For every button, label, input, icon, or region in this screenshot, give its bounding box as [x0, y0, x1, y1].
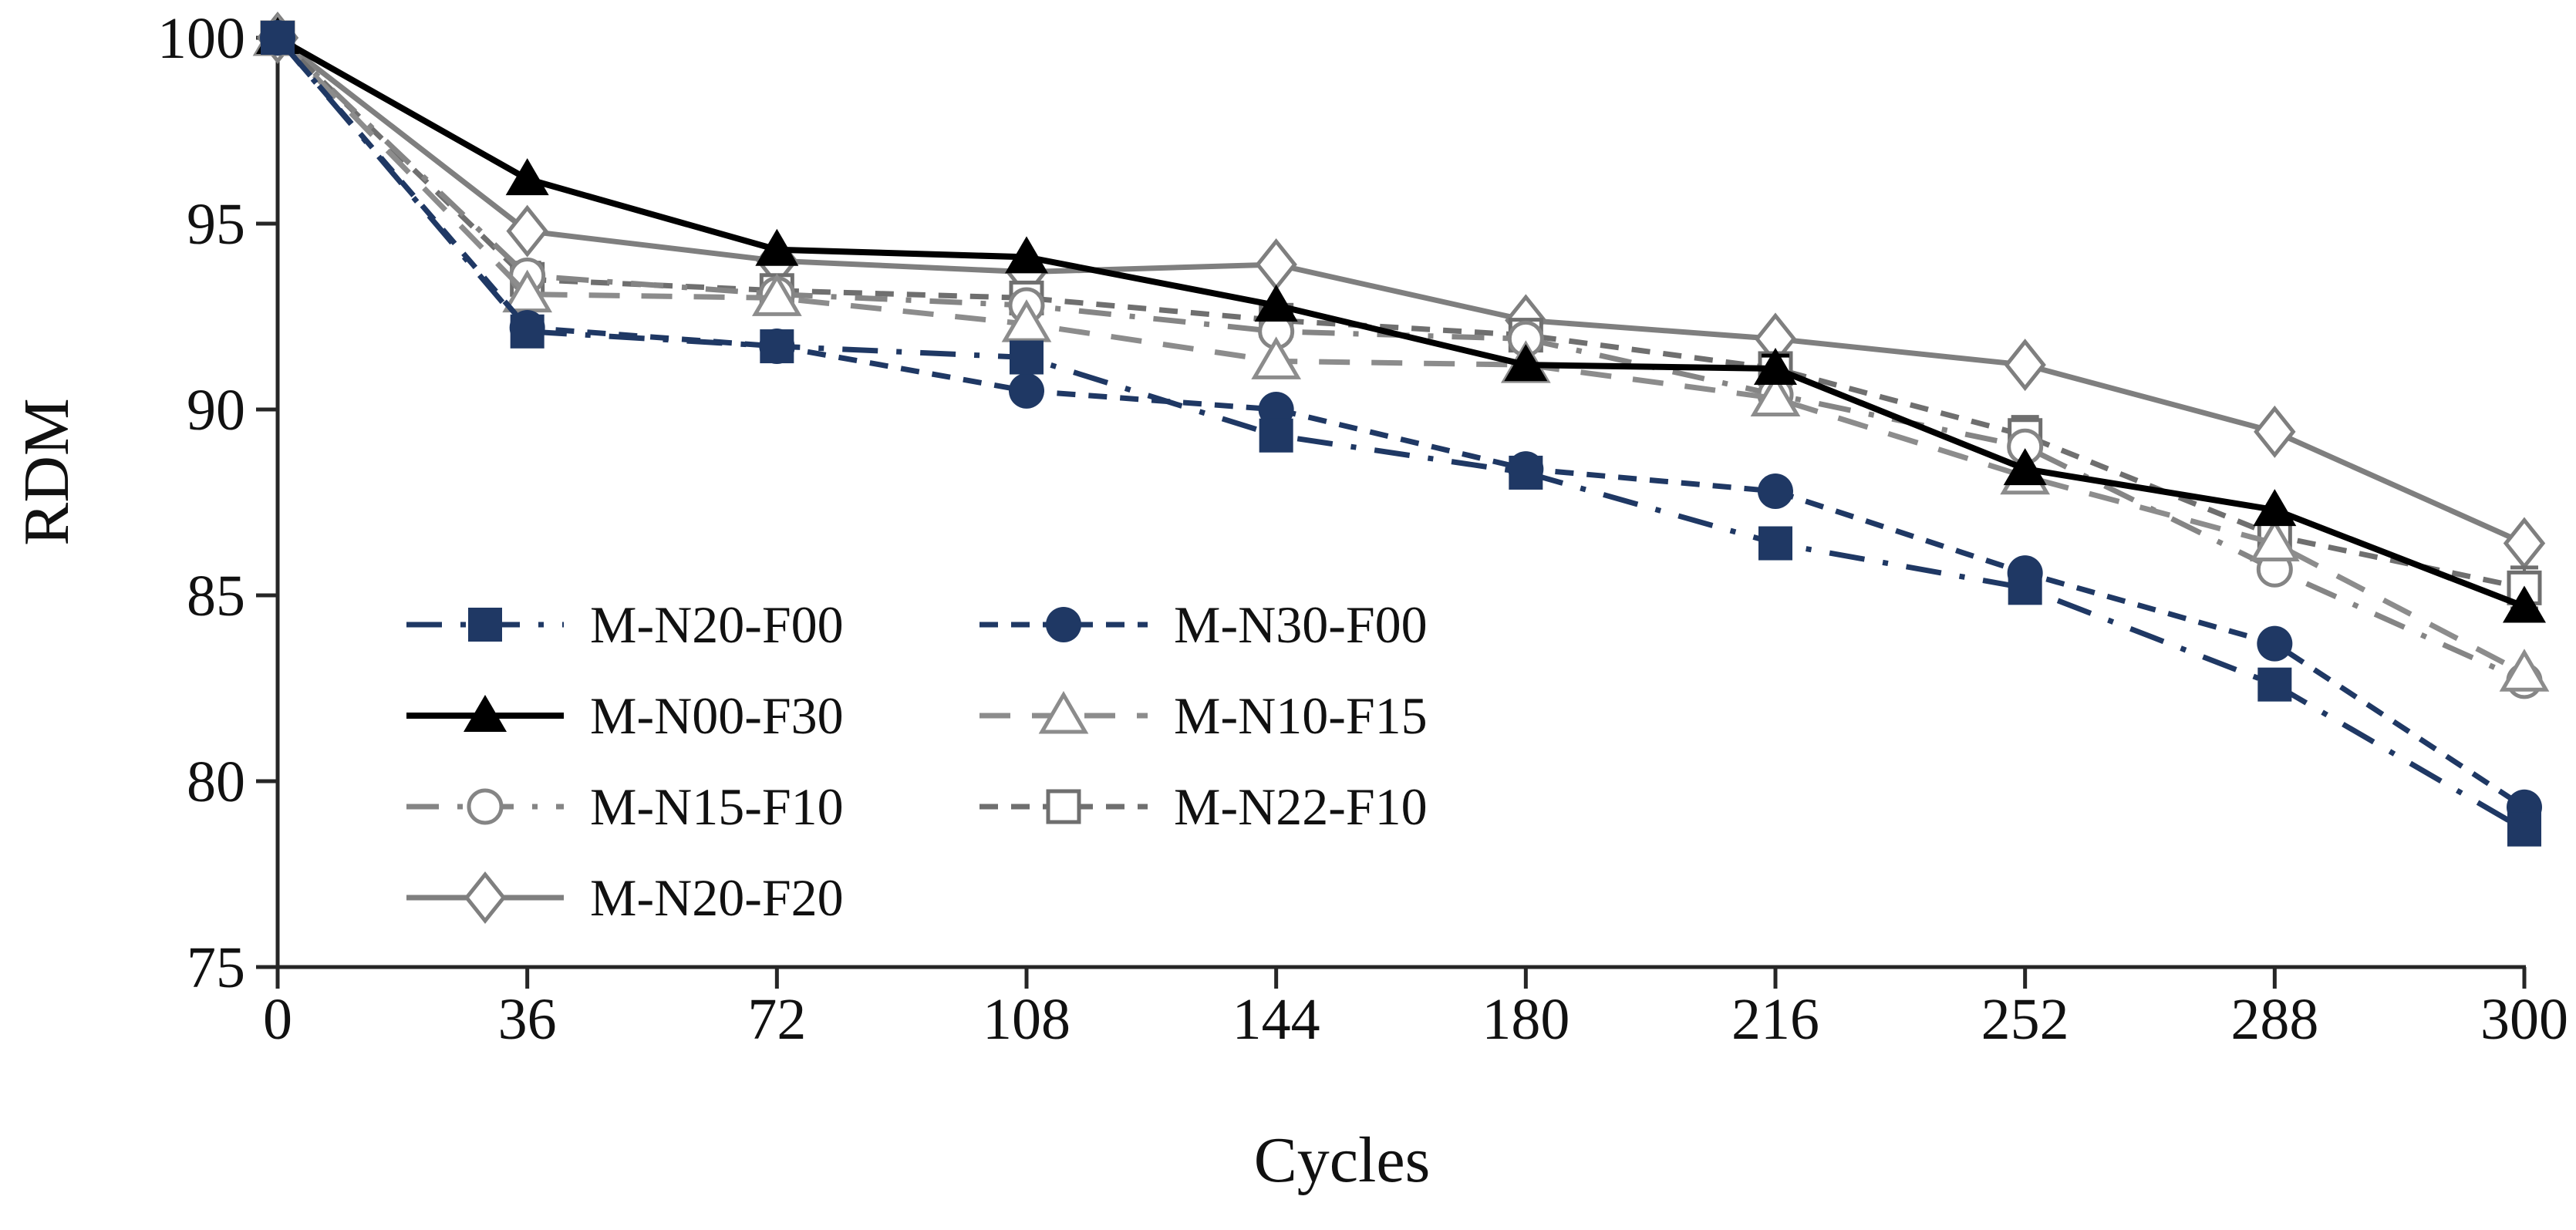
legend-label-M-N20-F00: M-N20-F00 [590, 595, 844, 654]
series-M-N20-F00 [261, 21, 2541, 847]
data-point-marker [2503, 585, 2546, 623]
y-tick-label-85: 85 [187, 564, 245, 628]
x-tick-label-180: 180 [1482, 987, 1570, 1052]
data-point-marker [1046, 607, 1081, 642]
y-tick-label-100: 100 [157, 6, 245, 71]
legend-label-M-N20-F20: M-N20-F20 [590, 868, 844, 927]
legend-item-M-N15-F10: M-N15-F10 [406, 777, 844, 836]
legend-label-M-N15-F10: M-N15-F10 [590, 777, 844, 836]
data-point-marker [510, 314, 545, 349]
series-line-M-N15-F10 [275, 35, 2526, 684]
legend-item-M-N30-F00: M-N30-F00 [979, 595, 1428, 654]
series-line-M-N30-F00 [275, 35, 2526, 810]
data-point-marker [2004, 339, 2046, 392]
data-point-marker [1758, 473, 1793, 510]
data-point-marker [2257, 667, 2292, 702]
legend-label-M-N30-F00: M-N30-F00 [1174, 595, 1428, 654]
x-tick-label-216: 216 [1731, 987, 1819, 1052]
x-tick-label-0: 0 [263, 987, 292, 1052]
legend-item-M-N20-F20: M-N20-F20 [406, 868, 844, 927]
legend: M-N20-F00 M-N30-F00 M-N00-F30 M-N10-F15 M-N1… [406, 595, 1428, 927]
data-point-marker [2253, 489, 2297, 527]
series-line-M-N20-F00 [275, 35, 2526, 832]
series-M-N20-F20 [256, 11, 2546, 570]
data-point-marker [2249, 518, 2300, 562]
x-tick-label-252: 252 [1981, 987, 2069, 1052]
data-point-marker [760, 329, 794, 364]
data-point-marker [1504, 344, 1548, 382]
data-point-marker [2499, 649, 2550, 692]
data-point-marker [1038, 691, 1089, 734]
data-point-marker [755, 228, 799, 266]
series-line-M-N20-F20 [275, 35, 2526, 546]
data-point-marker [751, 273, 802, 316]
y-axis-title: RDM [11, 398, 83, 545]
x-tick-label-72: 72 [747, 987, 806, 1052]
data-point-marker [2503, 517, 2546, 570]
legend-item-M-N00-F30: M-N00-F30 [406, 686, 844, 745]
data-point-marker [1005, 236, 1048, 274]
data-point-marker [2003, 448, 2047, 486]
data-point-marker [1251, 336, 1302, 379]
data-point-marker [1754, 347, 1797, 385]
legend-item-M-N20-F00: M-N20-F00 [406, 595, 844, 654]
y-tick-label-80: 80 [187, 750, 245, 814]
data-point-marker [1758, 526, 1792, 561]
data-point-marker [1254, 285, 1298, 322]
data-point-marker [1509, 455, 1543, 490]
data-point-marker [2507, 812, 2541, 847]
series-M-N10-F15 [252, 13, 2550, 692]
y-tick-label-90: 90 [187, 378, 245, 443]
legend-label-M-N22-F10: M-N22-F10 [1174, 777, 1428, 836]
x-tick-label-300: 300 [2480, 987, 2568, 1052]
x-tick-label-36: 36 [498, 987, 557, 1052]
series-line-M-N22-F10 [275, 35, 2525, 591]
x-tick-label-288: 288 [2230, 987, 2318, 1052]
data-point-marker [1010, 340, 1044, 375]
data-point-marker [506, 204, 548, 258]
legend-label-M-N10-F15: M-N10-F15 [1174, 686, 1428, 745]
x-tick-label-144: 144 [1232, 987, 1320, 1052]
data-point-marker [464, 871, 507, 925]
y-tick-label-95: 95 [187, 192, 245, 257]
data-point-marker [1046, 789, 1081, 824]
series-line-M-N10-F15 [275, 35, 2526, 676]
data-point-marker [2254, 405, 2296, 458]
data-point-marker [1750, 373, 1801, 417]
data-point-marker [261, 21, 295, 55]
data-point-marker [505, 158, 549, 196]
data-point-marker [468, 608, 502, 642]
y-tick-label-75: 75 [187, 935, 245, 1000]
data-point-marker [1009, 372, 1044, 409]
legend-item-M-N10-F15: M-N10-F15 [979, 686, 1428, 745]
legend-label-M-N00-F30: M-N00-F30 [590, 686, 844, 745]
data-point-marker [1259, 418, 1293, 453]
data-point-marker [2257, 625, 2293, 662]
x-axis-title: Cycles [1254, 1124, 1431, 1196]
data-point-marker [467, 788, 504, 825]
data-point-marker [1258, 392, 1294, 427]
data-point-marker [464, 695, 507, 732]
data-point-marker [2008, 571, 2042, 605]
data-point-marker [1255, 238, 1297, 291]
legend-item-M-N22-F10: M-N22-F10 [979, 777, 1428, 836]
x-tick-label-108: 108 [983, 987, 1071, 1052]
series-line-M-N00-F30 [276, 35, 2526, 610]
data-point-marker [1001, 299, 1052, 342]
series-M-N00-F30 [256, 17, 2546, 623]
